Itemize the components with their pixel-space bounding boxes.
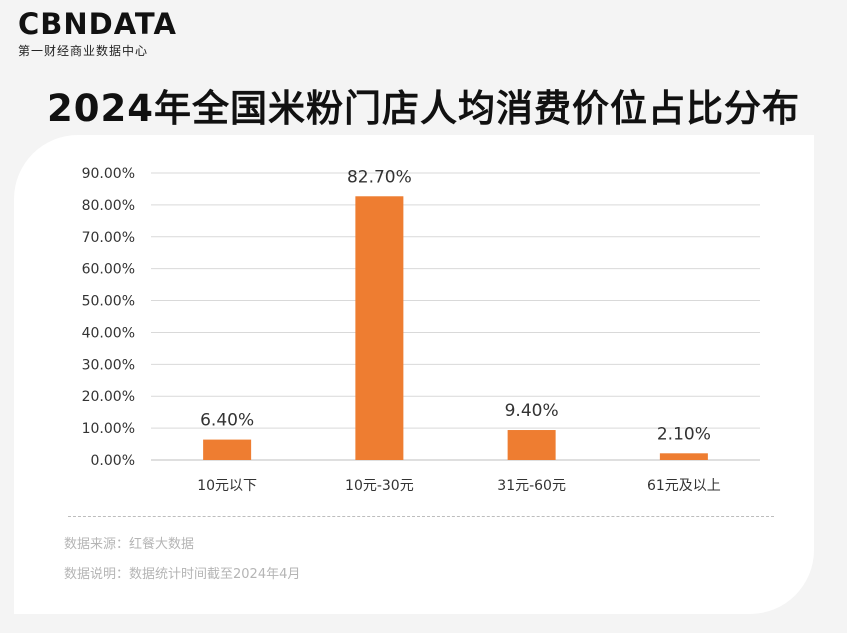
page-title: 2024年全国米粉门店人均消费价位占比分布	[47, 87, 800, 130]
bar	[659, 453, 708, 460]
data-label: 6.40%	[200, 411, 254, 431]
y-tick-label: 0.00%	[91, 453, 135, 469]
category-label: 31元-60元	[497, 478, 566, 494]
category-label: 61元及以上	[647, 478, 721, 494]
category-label: 10元-30元	[345, 478, 414, 494]
bar-chart: 0.00% 10.00% 20.00% 30.00% 40.00% 50.00% 60.00…	[82, 166, 760, 494]
data-label: 82.70%	[347, 167, 412, 187]
y-tick-label: 30.00%	[82, 357, 135, 373]
brand-tagline: 第一财经商业数据中心	[18, 44, 149, 58]
y-tick-label: 80.00%	[82, 198, 135, 214]
data-label: 2.10%	[657, 424, 711, 444]
y-tick-label: 70.00%	[82, 230, 135, 246]
data-label: 9.40%	[505, 401, 559, 421]
y-tick-label: 20.00%	[82, 389, 135, 405]
y-tick-label: 40.00%	[82, 325, 135, 341]
category-label: 10元以下	[197, 478, 257, 494]
chart-card: 0.00% 10.00% 20.00% 30.00% 40.00% 50.00% 60.00…	[14, 135, 814, 614]
bar	[507, 430, 556, 460]
brand-block: CBNDATA 第一财经商业数据中心	[18, 8, 177, 59]
source-note: 数据来源：红餐大数据	[64, 537, 195, 552]
y-tick-label: 50.00%	[82, 294, 135, 310]
divider	[68, 516, 774, 517]
y-tick-label: 90.00%	[82, 166, 135, 182]
bar	[203, 439, 252, 460]
y-tick-label: 10.00%	[82, 421, 135, 437]
description-note: 数据说明：数据统计时间截至2024年4月	[64, 567, 301, 582]
bar	[355, 196, 404, 461]
brand-logo: CBNDATA	[18, 7, 177, 41]
y-tick-label: 60.00%	[82, 262, 135, 278]
